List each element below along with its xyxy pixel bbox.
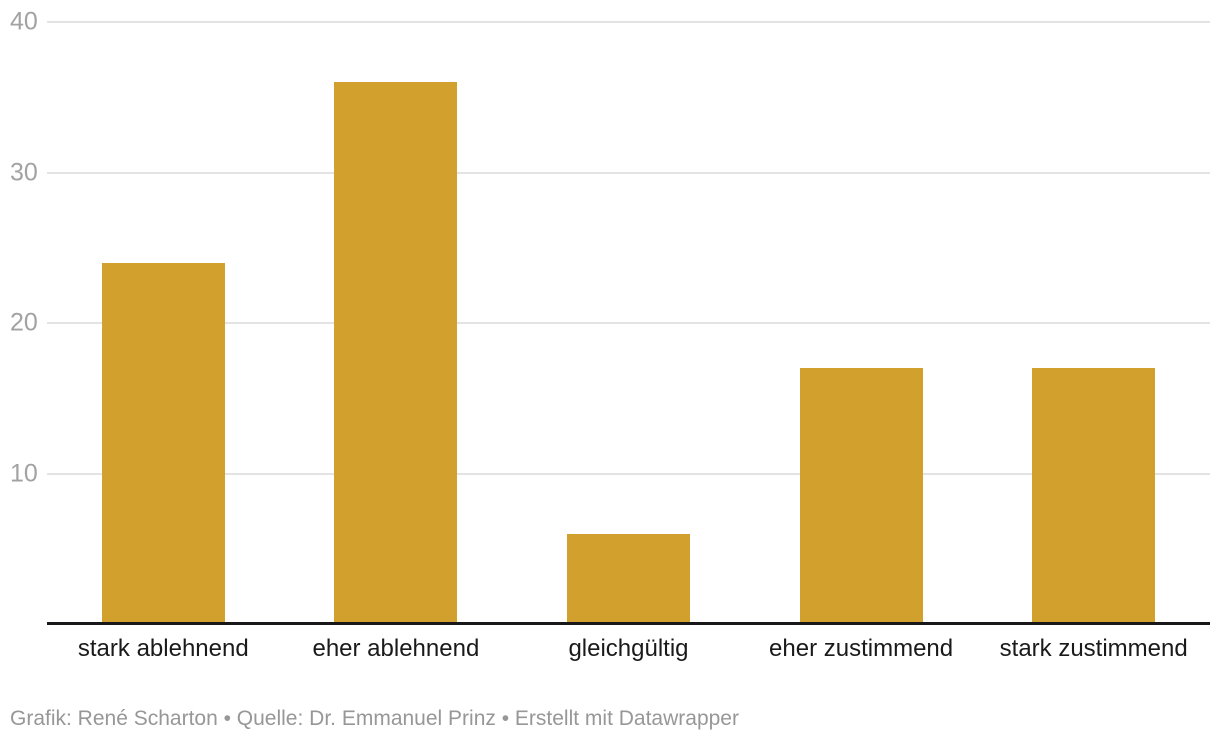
gridline-40 <box>47 21 1210 23</box>
x-axis-label-1: stark ablehnend <box>77 635 249 662</box>
x-axis-line <box>47 622 1210 625</box>
gridline-30 <box>47 171 1210 174</box>
gridline-10 <box>47 472 1210 475</box>
bar-eher-ablehnend <box>334 82 458 624</box>
bar-stark-zustimmend <box>1032 368 1156 624</box>
bar-eher-zustimmend <box>799 368 923 624</box>
y-tick-label-10: 10 <box>10 459 38 487</box>
y-tick-label-40: 40 <box>10 7 38 36</box>
x-axis-label-4: eher zustimmend <box>769 635 954 662</box>
y-tick-label-20: 20 <box>10 308 38 337</box>
x-axis-label-2: eher ablehnend <box>312 635 480 662</box>
bar-stark-ablehnend <box>101 262 225 624</box>
x-axis-label-5: stark zustimmend <box>999 635 1188 662</box>
gridline-20 <box>47 322 1210 324</box>
bar-gleichg-ltig <box>567 533 690 624</box>
x-axis-label-3: gleichgültig <box>568 635 689 662</box>
attribution-footer: Grafik: René Scharton • Quelle: Dr. Emma… <box>10 707 739 730</box>
y-tick-label-30: 30 <box>10 158 38 186</box>
